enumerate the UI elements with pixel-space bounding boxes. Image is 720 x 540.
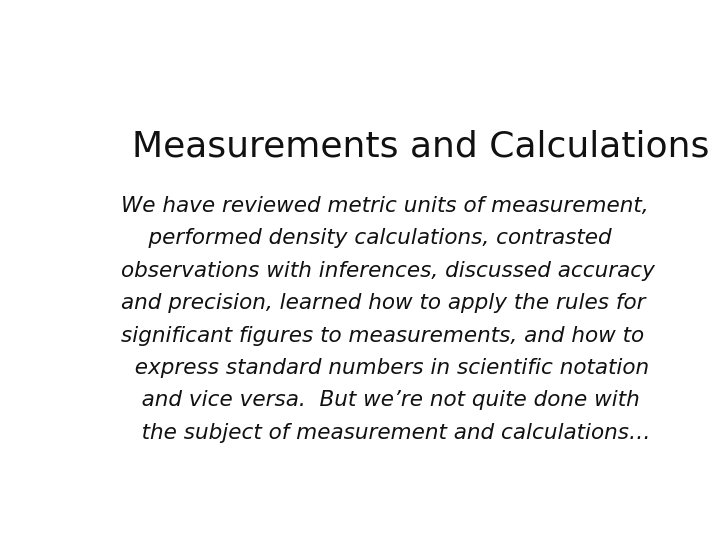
Text: express standard numbers in scientific notation: express standard numbers in scientific n… bbox=[121, 358, 649, 378]
Text: and precision, learned how to apply the rules for: and precision, learned how to apply the … bbox=[121, 293, 645, 313]
Text: the subject of measurement and calculations…: the subject of measurement and calculati… bbox=[121, 423, 650, 443]
Text: observations with inferences, discussed accuracy: observations with inferences, discussed … bbox=[121, 261, 654, 281]
Text: performed density calculations, contrasted: performed density calculations, contrast… bbox=[121, 228, 611, 248]
Text: We have reviewed metric units of measurement,: We have reviewed metric units of measure… bbox=[121, 196, 648, 216]
Text: and vice versa.  But we’re not quite done with: and vice versa. But we’re not quite done… bbox=[121, 390, 639, 410]
Text: significant figures to measurements, and how to: significant figures to measurements, and… bbox=[121, 326, 644, 346]
Text: Measurements and Calculations: Measurements and Calculations bbox=[132, 129, 709, 163]
